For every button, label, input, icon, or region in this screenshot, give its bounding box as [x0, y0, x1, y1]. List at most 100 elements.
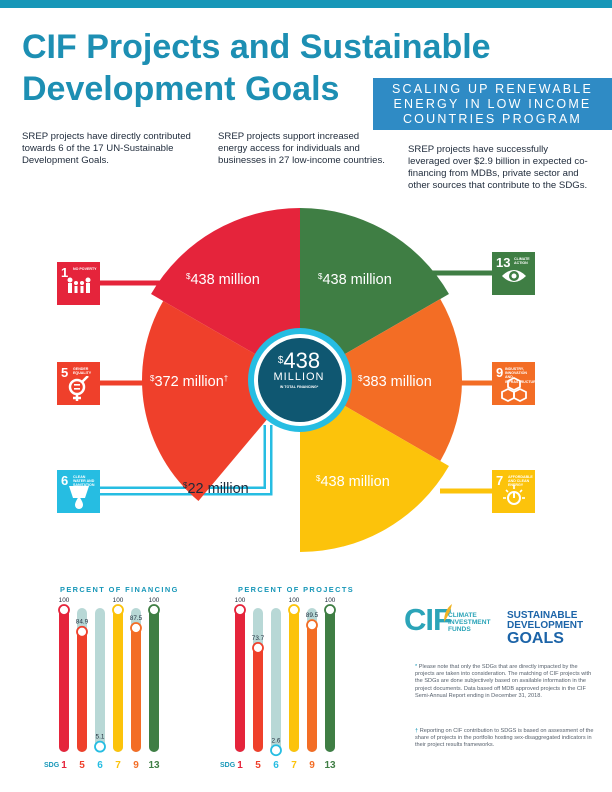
bar-marker	[270, 744, 282, 757]
bar-marker	[324, 604, 336, 616]
footnote-2-marker: †	[415, 728, 419, 734]
bar-value-label: 5.1	[96, 734, 105, 741]
total-financing: $438 MILLION IN TOTAL FINANCING*	[258, 348, 340, 390]
bar-sdg-13	[325, 608, 335, 752]
sdg-logo-line-3: GOALS	[507, 630, 564, 647]
bar-category-label: 6	[97, 760, 103, 771]
percent-of-financing-chart: SDG 100 1 84.9 5 5.1 6 100 7 87.5 9 100 13	[44, 597, 160, 771]
sdg-tile-number: 5	[61, 365, 69, 380]
cif-logo-letters: CIF	[404, 602, 452, 637]
amount-value: 383 million	[362, 374, 432, 390]
banner-line-1: SCALING UP RENEWABLE	[392, 82, 593, 96]
wheel-slice-sdg-13	[300, 208, 449, 380]
bar-category-label: 13	[148, 760, 160, 771]
bar-category-label: 1	[237, 760, 243, 771]
bar-marker	[94, 740, 106, 753]
bar-value-label: 100	[59, 597, 70, 604]
bar-sdg-9	[307, 623, 317, 752]
bar-value-label: 84.9	[76, 619, 89, 626]
bar-marker	[130, 622, 142, 634]
title-line-2: Development Goals	[22, 70, 340, 108]
currency-symbol: $	[358, 374, 363, 383]
bar-marker	[234, 604, 246, 616]
bar-value-label: 100	[235, 597, 246, 604]
amount-sdg-9: $383 million	[358, 374, 432, 390]
sdg-axis-label: SDG	[44, 762, 60, 769]
bar-marker	[288, 604, 300, 616]
currency-symbol: $	[316, 474, 321, 483]
bar-value-label: 100	[289, 597, 300, 604]
sdg-tile-label: AFFORDABLE AND CLEAN ENERGY	[508, 475, 533, 488]
sdg-tile-6: 6 CLEAN WATER AND SANITATION	[57, 470, 100, 513]
bar-marker	[252, 641, 264, 654]
connector-inner-sdg-6	[100, 425, 270, 493]
sdg-tile-5: 5 GENDER EQUALITY	[57, 362, 100, 405]
sdg-tile-label: INDUSTRY, INNOVATION AND INFRASTRUCTURE	[505, 367, 539, 384]
bar-value-label: 100	[325, 597, 336, 604]
family-icon	[67, 277, 91, 293]
bar-sdg-9	[131, 626, 141, 752]
intro-sdg-contribution: SREP projects have directly contributed …	[22, 131, 191, 166]
currency-symbol: $	[150, 374, 155, 383]
amount-value: 438 million	[190, 272, 260, 288]
bar-sdg-7	[289, 608, 299, 752]
gender-equality-icon	[68, 376, 89, 401]
title-line-1: CIF Projects and Sustainable	[22, 28, 491, 66]
chart-title-financing: PERCENT OF FINANCING	[60, 585, 179, 594]
sdg-tile-number: 6	[61, 473, 69, 488]
banner-line-2: ENERGY IN LOW INCOME	[393, 97, 592, 111]
percent-of-projects-chart: SDG 100 1 73.7 5 2.6 6 100 7 89.5 9 100 13	[220, 597, 336, 771]
bar-category-label: 13	[324, 760, 336, 771]
leaf-icon	[444, 604, 452, 622]
wheel-slice-sdg-5	[142, 301, 300, 502]
bar-marker	[76, 625, 88, 638]
amount-sdg-6: $22 million	[183, 481, 249, 497]
amount-sdg-7: $438 million	[316, 474, 390, 490]
bar-marker	[58, 604, 70, 616]
cif-logo-subtitle: CLIMATE INVESTMENT FUNDS	[448, 612, 508, 633]
bar-sdg-7	[113, 608, 123, 752]
sdg-tile-13: 13 CLIMATE ACTION	[492, 252, 535, 295]
chart-title-projects: PERCENT OF PROJECTS	[238, 585, 355, 594]
wheel-slice-sdg-1	[151, 208, 300, 380]
bar-category-label: 6	[273, 760, 279, 771]
wheel-slice-sdg-7	[300, 380, 449, 552]
bar-sdg-5	[253, 645, 263, 752]
wheel-slice-sdg-9	[300, 299, 462, 461]
intro-energy-access: SREP projects support increased energy a…	[218, 131, 385, 166]
currency-symbol: $	[186, 272, 191, 281]
center-disc	[258, 338, 342, 422]
bar-track	[95, 608, 105, 752]
bar-category-label: 1	[61, 760, 67, 771]
cif-line-3: FUNDS	[448, 626, 471, 633]
bar-value-label: 100	[113, 597, 124, 604]
amount-value: 438 million	[322, 272, 392, 288]
amount-sdg-5: $372 million†	[150, 374, 228, 390]
bar-sdg-1	[59, 608, 69, 752]
intro-cofinancing: SREP projects have successfully leverage…	[408, 144, 588, 191]
footnote-marker: †	[223, 374, 229, 383]
currency-symbol: $	[318, 272, 323, 281]
amount-sdg-13: $438 million	[318, 272, 392, 288]
sdg-tile-number: 13	[496, 255, 511, 270]
sdg-tile-1: 1 NO POVERTY	[57, 262, 100, 305]
bar-sdg-1	[235, 608, 245, 752]
currency-symbol: $	[277, 355, 284, 366]
sdg-tile-number: 7	[496, 473, 504, 488]
sdg-tile-7: 7 AFFORDABLE AND CLEAN ENERGY	[492, 470, 535, 513]
bar-track	[271, 608, 281, 752]
sdg-tile-9: 9 INDUSTRY, INNOVATION AND INFRASTRUCTUR…	[492, 362, 539, 405]
page-title: CIF Projects and Sustainable Development…	[22, 26, 582, 110]
bar-sdg-13	[149, 608, 159, 752]
bar-sdg-5	[77, 629, 87, 752]
footnote-2-text: Reporting on CIF contribution to SDGS is…	[415, 728, 594, 749]
sdg-logo: SUSTAINABLE DEVELOPMENT GOALS	[507, 611, 607, 647]
sdg-tile-label: CLIMATE ACTION	[514, 257, 530, 266]
sdg-tile-number: 9	[496, 365, 504, 380]
bar-marker	[148, 604, 160, 616]
bar-category-label: 9	[309, 760, 315, 771]
sdg-tile-number: 1	[61, 265, 69, 280]
currency-symbol: $	[183, 481, 188, 490]
total-amount-value: 438	[283, 348, 321, 373]
